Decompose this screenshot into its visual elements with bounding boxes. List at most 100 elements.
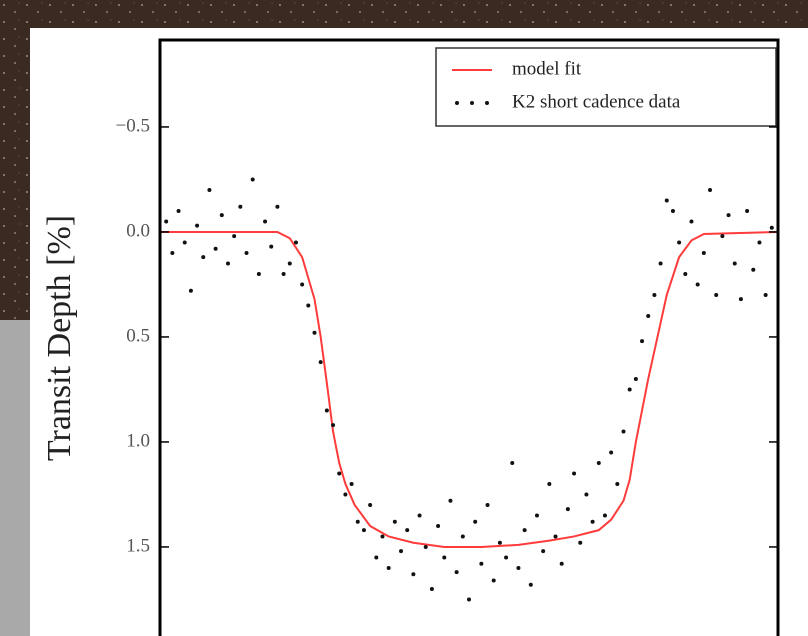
data-point	[374, 555, 379, 560]
data-point	[287, 261, 292, 266]
data-point	[442, 555, 447, 560]
data-point	[386, 565, 391, 570]
data-point	[207, 187, 212, 192]
data-point	[164, 219, 169, 224]
legend-box	[435, 47, 777, 127]
data-point	[541, 549, 546, 554]
data-point	[615, 481, 620, 486]
data-point	[534, 513, 539, 518]
data-point	[405, 528, 410, 533]
data-point	[219, 213, 224, 218]
data-point	[170, 250, 175, 255]
data-point	[522, 528, 527, 533]
data-point	[467, 597, 471, 602]
y-tick-label: 0.5	[126, 325, 150, 346]
data-point	[213, 246, 218, 251]
data-point	[738, 297, 743, 302]
data-point	[497, 540, 502, 545]
data-point	[652, 292, 657, 297]
data-point	[201, 255, 206, 260]
data-point	[559, 561, 564, 566]
data-point	[293, 240, 298, 245]
data-point	[602, 513, 607, 518]
data-point	[708, 187, 713, 192]
data-point	[368, 502, 373, 507]
y-tick-label: 1.5	[126, 535, 150, 556]
data-point	[473, 519, 478, 524]
data-point	[343, 492, 348, 497]
data-point	[300, 282, 305, 287]
data-point	[324, 408, 329, 413]
data-point	[633, 376, 638, 381]
data-point	[565, 507, 570, 512]
data-point	[732, 261, 737, 266]
data-point	[361, 528, 366, 533]
data-point	[417, 513, 422, 518]
data-point	[312, 330, 317, 335]
data-point	[485, 502, 490, 507]
data-point	[460, 534, 465, 539]
data-point	[596, 460, 601, 465]
data-point	[590, 519, 595, 524]
data-point	[429, 586, 434, 591]
data-point	[281, 271, 286, 276]
data-point	[380, 534, 385, 539]
data-point	[411, 572, 416, 577]
data-point	[664, 198, 669, 203]
data-point	[331, 423, 336, 428]
data-point	[479, 561, 484, 566]
data-point	[695, 282, 700, 287]
data-point	[504, 555, 509, 560]
data-point	[355, 519, 360, 524]
legend-label: K2 short cadence data	[512, 91, 681, 112]
data-point	[176, 208, 181, 213]
legend-swatch	[455, 101, 459, 105]
data-point	[578, 540, 583, 545]
data-point	[188, 288, 193, 293]
data-point	[448, 498, 453, 503]
data-point	[714, 292, 719, 297]
data-point	[769, 225, 774, 230]
data-point	[337, 471, 342, 476]
data-point	[726, 213, 731, 218]
data-point	[677, 240, 682, 245]
legend-swatch	[470, 101, 474, 105]
data-point	[399, 549, 404, 554]
data-point	[256, 271, 261, 276]
data-point	[683, 271, 688, 276]
data-point	[195, 223, 200, 228]
y-tick-label: 0.0	[126, 220, 150, 241]
data-point	[306, 303, 311, 308]
data-point	[491, 578, 496, 583]
data-point	[689, 219, 694, 224]
data-point	[763, 292, 768, 297]
legend-label: model fit	[512, 58, 582, 79]
data-point	[670, 208, 675, 213]
data-point	[720, 234, 725, 239]
data-point	[627, 387, 632, 392]
y-tick-label: 1.0	[126, 430, 150, 451]
data-point	[275, 204, 280, 209]
legend-swatch	[485, 101, 489, 105]
data-point	[238, 204, 243, 209]
y-axis-label: Transit Depth [%]	[41, 215, 78, 461]
axes-frame	[158, 38, 780, 636]
data-point	[547, 481, 552, 486]
data-point	[516, 565, 521, 570]
data-point	[263, 219, 268, 224]
data-point	[701, 250, 706, 255]
data-point	[225, 261, 230, 266]
data-point	[640, 339, 645, 344]
data-point	[510, 460, 515, 465]
data-point	[423, 544, 428, 549]
data-point	[757, 240, 762, 245]
data-point	[232, 234, 237, 239]
data-point	[609, 450, 614, 455]
data-point	[436, 523, 441, 528]
data-point	[250, 177, 255, 182]
data-point	[318, 360, 323, 365]
data-point	[244, 250, 249, 255]
model-line	[160, 230, 779, 548]
